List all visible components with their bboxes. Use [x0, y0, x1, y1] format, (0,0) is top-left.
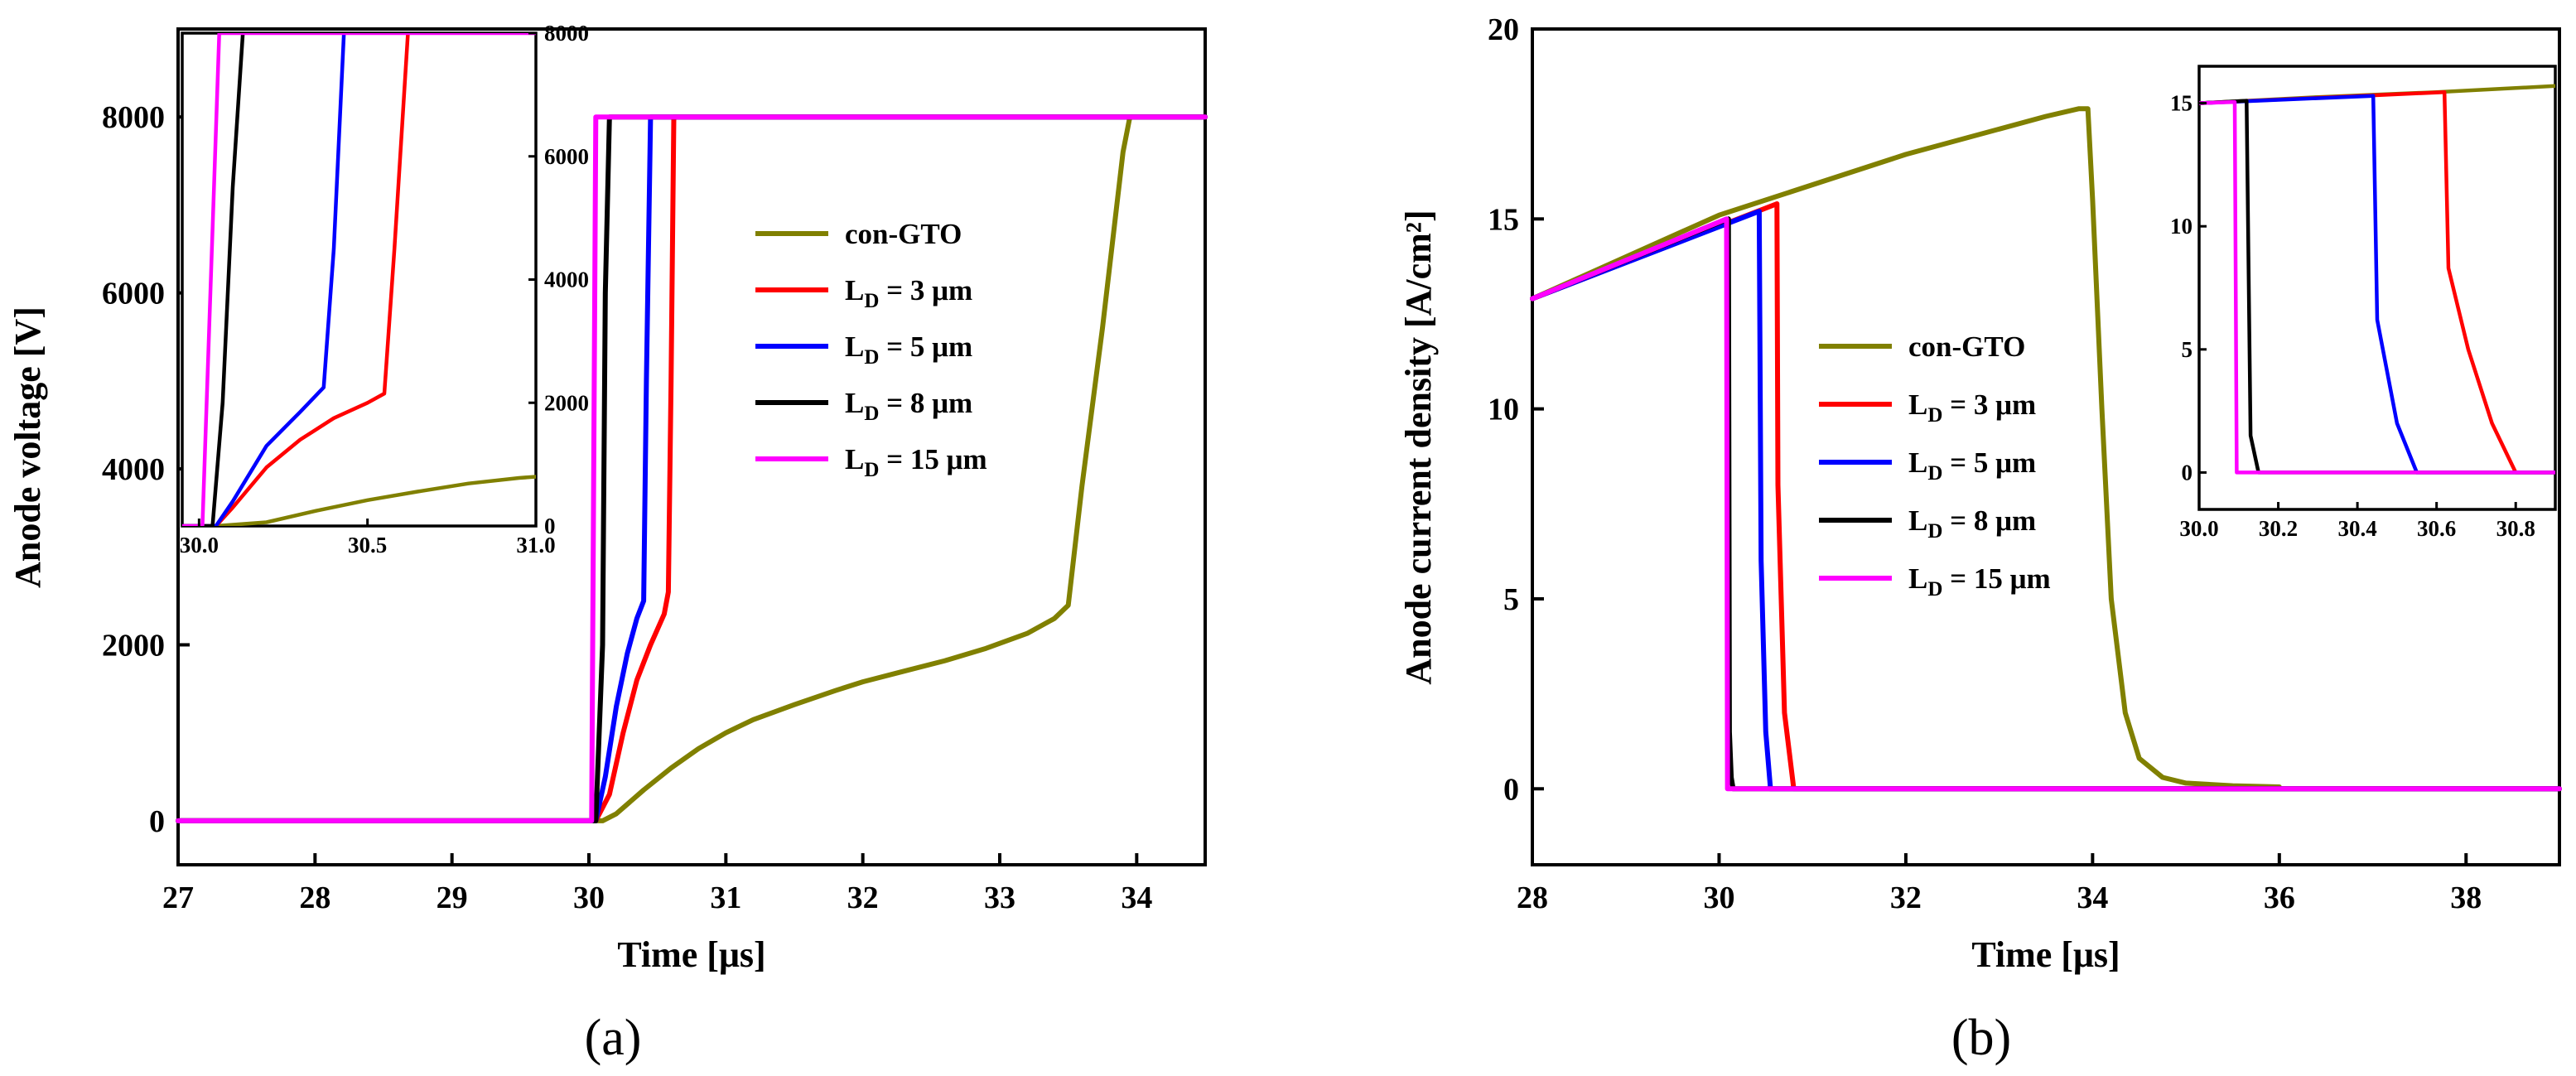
- panel-a-series: [176, 114, 1208, 823]
- y-tick-label: 2000: [102, 628, 165, 663]
- panel-b-plot-frame: [1531, 27, 2561, 866]
- panel-a-plot-frame: [176, 27, 1207, 866]
- inset-y-tick-label: 10: [2170, 214, 2192, 239]
- inset-series: [2199, 84, 2555, 475]
- series-line-con-gto: [1530, 106, 2282, 789]
- inset-y-tick-label: 0: [2182, 460, 2193, 485]
- y-tick-label: 8000: [102, 100, 165, 135]
- y-tick-label: 15: [1488, 202, 1519, 237]
- y-tick-label: 0: [149, 804, 165, 839]
- inset-series-line-l-d-8-m: [182, 33, 245, 526]
- panel-a-x-axis-title: Time [μs]: [617, 934, 765, 975]
- series-line-l-d-5-m: [176, 114, 1208, 823]
- x-tick-label: 31: [710, 881, 741, 915]
- inset-series-line-l-d-15-m: [182, 33, 536, 526]
- x-tick-label: 27: [162, 881, 194, 915]
- panel-b-x-ticks: 28 30 32 34 36 38: [1517, 853, 2482, 915]
- panel-b-caption: (b): [1951, 1010, 2011, 1066]
- inset-y-tick-label: 0: [544, 514, 556, 538]
- series-line-l-d-3-m: [176, 114, 1208, 823]
- inset-series-line-l-d-15-m: [2199, 99, 2555, 475]
- inset-x-tick-label: 30.5: [348, 533, 387, 557]
- y-tick-label: 20: [1488, 12, 1519, 47]
- legend-label-l-d-8-m: LD = 8 μm: [1908, 504, 2036, 543]
- legend-label-con-gto: con-GTO: [845, 218, 962, 250]
- inset-y-tick-label: 4000: [544, 268, 589, 292]
- inset-y-tick-label: 6000: [544, 144, 589, 169]
- panel-a-x-ticks: 27 28 29 30 31 32 33 34: [162, 853, 1152, 915]
- series-line-l-d-15-m: [176, 114, 1208, 823]
- x-tick-label: 29: [437, 881, 468, 915]
- inset-series-line-con-gto: [182, 475, 536, 526]
- x-tick-label: 36: [2264, 881, 2295, 915]
- legend-label-con-gto: con-GTO: [1908, 331, 2025, 363]
- legend-label-l-d-8-m: LD = 8 μm: [845, 387, 972, 425]
- inset-x-tick-label: 30.4: [2337, 516, 2376, 541]
- inset-series: [182, 33, 536, 526]
- x-tick-label: 38: [2450, 881, 2482, 915]
- series-line-con-gto: [176, 114, 1208, 823]
- inset-x-tick-label: 30.2: [2259, 516, 2298, 541]
- legend-label-l-d-3-m: LD = 3 μm: [845, 274, 972, 312]
- panel-b-y-ticks: 0 5 10 15 20: [1488, 12, 1544, 807]
- inset-x-tick-label: 30.6: [2417, 516, 2456, 541]
- panel-a-caption: (a): [585, 1010, 642, 1066]
- x-tick-label: 34: [1121, 881, 1152, 915]
- panel-b-inset: 30.0 30.2 30.4 30.6 30.8 0 5 10 15: [2170, 65, 2557, 541]
- inset-y-tick-label: 2000: [544, 390, 589, 415]
- panel-b-x-axis-title: Time [μs]: [1971, 934, 2120, 975]
- panel-a-y-axis-title: Anode voltage [V]: [7, 306, 48, 588]
- inset-frame: [181, 31, 538, 528]
- y-tick-label: 10: [1488, 393, 1519, 427]
- x-tick-label: 33: [984, 881, 1015, 915]
- x-tick-label: 30: [1703, 881, 1734, 915]
- legend-label-l-d-5-m: LD = 5 μm: [845, 331, 972, 369]
- inset-x-tick-label: 30.0: [2179, 516, 2218, 541]
- x-tick-label: 30: [573, 881, 605, 915]
- panel-b-series: [1530, 106, 2562, 792]
- inset-x-tick-label: 30.8: [2496, 516, 2535, 541]
- x-tick-label: 32: [847, 881, 879, 915]
- series-line-l-d-15-m: [1530, 216, 2562, 792]
- inset-y-tick-label: 5: [2182, 337, 2193, 362]
- inset-y-tick-label: 8000: [544, 21, 589, 46]
- inset-x-tick-label: 31.0: [516, 533, 555, 557]
- panel-b-y-axis-title: Anode current density [A/cm²]: [1398, 210, 1439, 684]
- x-tick-label: 34: [2077, 881, 2108, 915]
- legend-label-l-d-15-m: LD = 15 μm: [1908, 562, 2051, 601]
- inset-series-line-l-d-5-m: [182, 33, 346, 526]
- inset-y-tick-label: 15: [2170, 91, 2192, 116]
- inset-x-tick-label: 30.0: [180, 533, 219, 557]
- x-tick-label: 32: [1890, 881, 1922, 915]
- x-tick-label: 28: [299, 881, 330, 915]
- panel-a-inset: 30.0 30.5 31.00 2000 4000 6000 8000: [180, 21, 589, 557]
- panel-b-legend: con-GTO LD = 3 μm LD = 5 μm LD = 8 μm LD = 1…: [1819, 331, 2051, 601]
- legend-label-l-d-15-m: LD = 15 μm: [845, 443, 987, 481]
- x-tick-label: 28: [1517, 881, 1548, 915]
- legend-label-l-d-3-m: LD = 3 μm: [1908, 388, 2036, 427]
- legend-label-l-d-5-m: LD = 5 μm: [1908, 446, 2036, 485]
- panel-a-legend: con-GTO LD = 3 μm LD = 5 μm LD = 8 μm LD = 1…: [755, 218, 987, 481]
- y-tick-label: 6000: [102, 277, 165, 311]
- y-tick-label: 4000: [102, 452, 165, 487]
- y-tick-label: 5: [1503, 582, 1519, 617]
- y-tick-label: 0: [1503, 772, 1519, 807]
